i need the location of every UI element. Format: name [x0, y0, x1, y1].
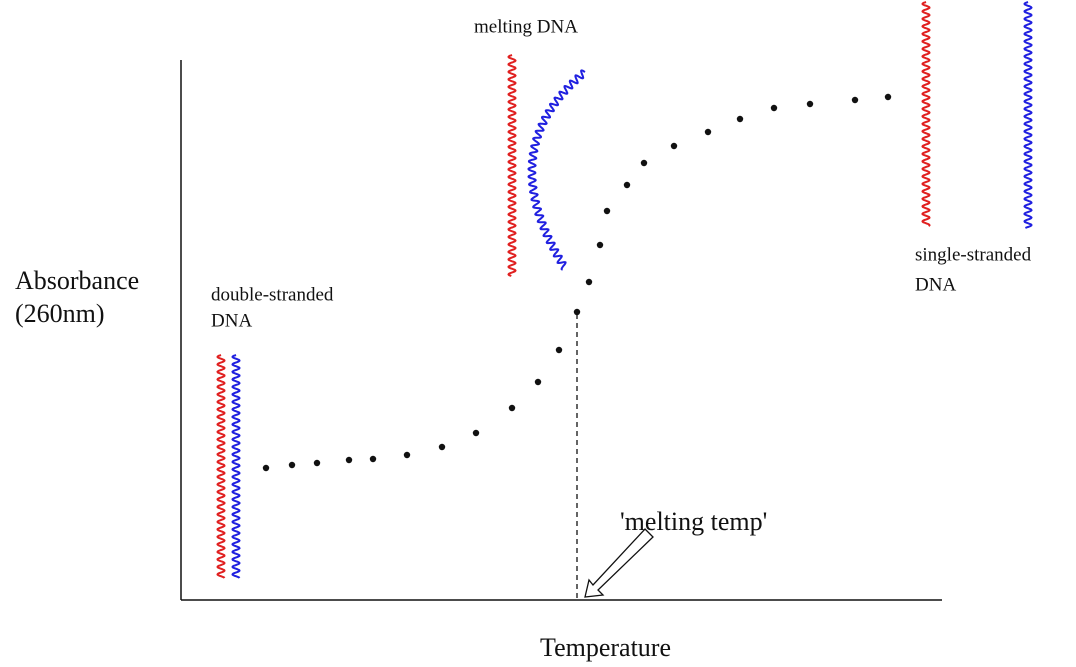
double-stranded-label: double-stranded	[211, 284, 334, 305]
point	[403, 451, 411, 459]
point	[262, 464, 270, 472]
strand	[921, 1, 931, 227]
point	[623, 181, 631, 189]
curve-points	[262, 93, 892, 472]
point	[345, 456, 353, 464]
point	[438, 443, 446, 451]
point	[640, 159, 648, 167]
x-axis-label: Temperature	[540, 633, 671, 662]
dna-strands	[216, 1, 1033, 579]
point	[770, 104, 778, 112]
strand	[231, 354, 241, 579]
melting-temp-label: 'melting temp'	[620, 507, 767, 536]
point	[596, 241, 604, 249]
point	[534, 378, 542, 386]
point	[313, 459, 321, 467]
point	[851, 96, 859, 104]
melting-temp-arrow	[584, 528, 654, 598]
single-stranded-label: single-stranded	[915, 244, 1032, 265]
point	[806, 100, 814, 108]
point	[884, 93, 892, 101]
point	[736, 115, 744, 123]
point	[288, 461, 296, 469]
point	[573, 308, 581, 316]
point	[369, 455, 377, 463]
point	[585, 278, 593, 286]
point	[555, 346, 563, 354]
point	[472, 429, 480, 437]
point	[603, 207, 611, 215]
y-axis-label: Absorbance	[15, 266, 139, 295]
melting-label: melting DNA	[474, 16, 578, 37]
point	[508, 404, 516, 412]
double-stranded-label: DNA	[211, 310, 252, 331]
strand	[1023, 1, 1033, 229]
point	[670, 142, 678, 150]
strand	[216, 354, 226, 579]
y-axis-label: (260nm)	[15, 299, 105, 328]
point	[704, 128, 712, 136]
single-stranded-label: DNA	[915, 274, 956, 295]
strand	[507, 54, 517, 277]
strand	[527, 69, 586, 271]
